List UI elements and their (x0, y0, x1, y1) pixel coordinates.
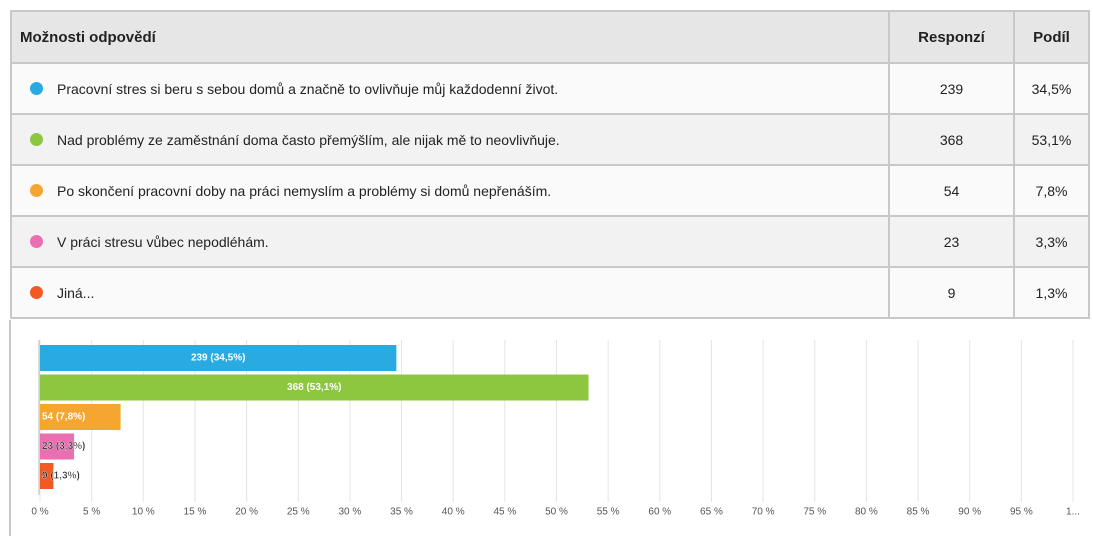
count-cell-text: 239 (939, 80, 964, 97)
x-tick-label: 30 % (339, 507, 362, 518)
answer-text: Jiná... (57, 284, 95, 301)
x-tick-label: 35 % (390, 507, 413, 518)
header-cell-text: Možnosti odpovědí (20, 28, 156, 46)
answer-text: Nad problémy ze zaměstnání doma často př… (57, 131, 560, 148)
x-tick-label: 85 % (907, 507, 930, 518)
bar-label: 54 (7,8%) (42, 412, 85, 423)
count-cell-text: 54 (943, 182, 960, 199)
count-cell: 54 (890, 166, 1015, 217)
count-cell: 23 (890, 217, 1015, 268)
x-tick-label: 10 % (132, 507, 155, 518)
count-cell: 368 (890, 115, 1015, 166)
header-cell-text: Responzí (918, 28, 985, 46)
count-cell-text: 9 (947, 284, 956, 301)
x-tick-label: 45 % (493, 507, 516, 518)
count-cell-text: 368 (939, 131, 964, 148)
bar (40, 404, 121, 430)
share-cell-text: 1,3% (1035, 284, 1068, 301)
x-tick-label: 5 % (83, 507, 100, 518)
share-cell-text: 7,8% (1035, 182, 1068, 199)
share-cell: 53,1% (1015, 115, 1090, 166)
share-cell-text: 53,1% (1031, 131, 1072, 148)
share-cell: 34,5% (1015, 64, 1090, 115)
bar (40, 345, 397, 371)
x-tick-label: 40 % (442, 507, 465, 518)
answer-cell: Jiná... (10, 268, 890, 319)
bar-label: 23 (3,3%) (42, 441, 85, 452)
share-cell-text: 3,3% (1035, 233, 1068, 250)
color-dot (30, 286, 43, 299)
header-cell: Podíl (1015, 10, 1090, 64)
x-tick-label: 50 % (545, 507, 568, 518)
answer-text: Po skončení pracovní doby na práci nemys… (57, 182, 552, 199)
answer-text: V práci stresu vůbec nepodléhám. (57, 233, 269, 250)
x-tick-label: 0 % (31, 507, 48, 518)
count-cell: 9 (890, 268, 1015, 319)
share-cell: 1,3% (1015, 268, 1090, 319)
answer-cell: Nad problémy ze zaměstnání doma často př… (10, 115, 890, 166)
share-cell-text: 34,5% (1031, 80, 1072, 97)
bar-label: 9 (1,3%) (42, 471, 80, 482)
x-tick-label: 20 % (235, 507, 258, 518)
header-cell: Možnosti odpovědí (10, 10, 890, 64)
color-dot (30, 133, 43, 146)
bar-label: 239 (34,5%) (191, 353, 245, 364)
x-tick-label: 65 % (700, 507, 723, 518)
x-tick-label: 60 % (648, 507, 671, 518)
share-cell: 7,8% (1015, 166, 1090, 217)
answer-text: Pracovní stres si beru s sebou domů a zn… (57, 80, 559, 97)
count-cell-text: 23 (943, 233, 960, 250)
x-tick-label: 95 % (1010, 507, 1033, 518)
x-tick-label: 70 % (752, 507, 775, 518)
chart: 0 % 5 % 10 % 15 % 20 % 25 % 30 % 35 % 40 % 45 % 50… (9, 320, 1080, 536)
x-tick-label: 90 % (958, 507, 981, 518)
x-tick-label: 55 % (597, 507, 620, 518)
x-tick-label: 15 % (184, 507, 207, 518)
x-tick-label: 75 % (803, 507, 826, 518)
color-dot (30, 235, 43, 248)
header-cell: Responzí (890, 10, 1015, 64)
answer-cell: Po skončení pracovní doby na práci nemys… (10, 166, 890, 217)
answer-cell: Pracovní stres si beru s sebou domů a zn… (10, 64, 890, 115)
bar (40, 463, 54, 489)
bar (40, 433, 75, 460)
answer-cell: V práci stresu vůbec nepodléhám. (10, 217, 890, 268)
header-cell-text: Podíl (1033, 28, 1070, 46)
x-tick-label: 80 % (855, 507, 878, 518)
x-tick-label: 1... (1066, 507, 1080, 518)
bar-label: 368 (53,1%) (287, 382, 341, 393)
count-cell: 239 (890, 64, 1015, 115)
color-dot (30, 184, 43, 197)
share-cell: 3,3% (1015, 217, 1090, 268)
x-tick-label: 25 % (287, 507, 310, 518)
color-dot (30, 82, 43, 95)
bar (40, 374, 589, 401)
